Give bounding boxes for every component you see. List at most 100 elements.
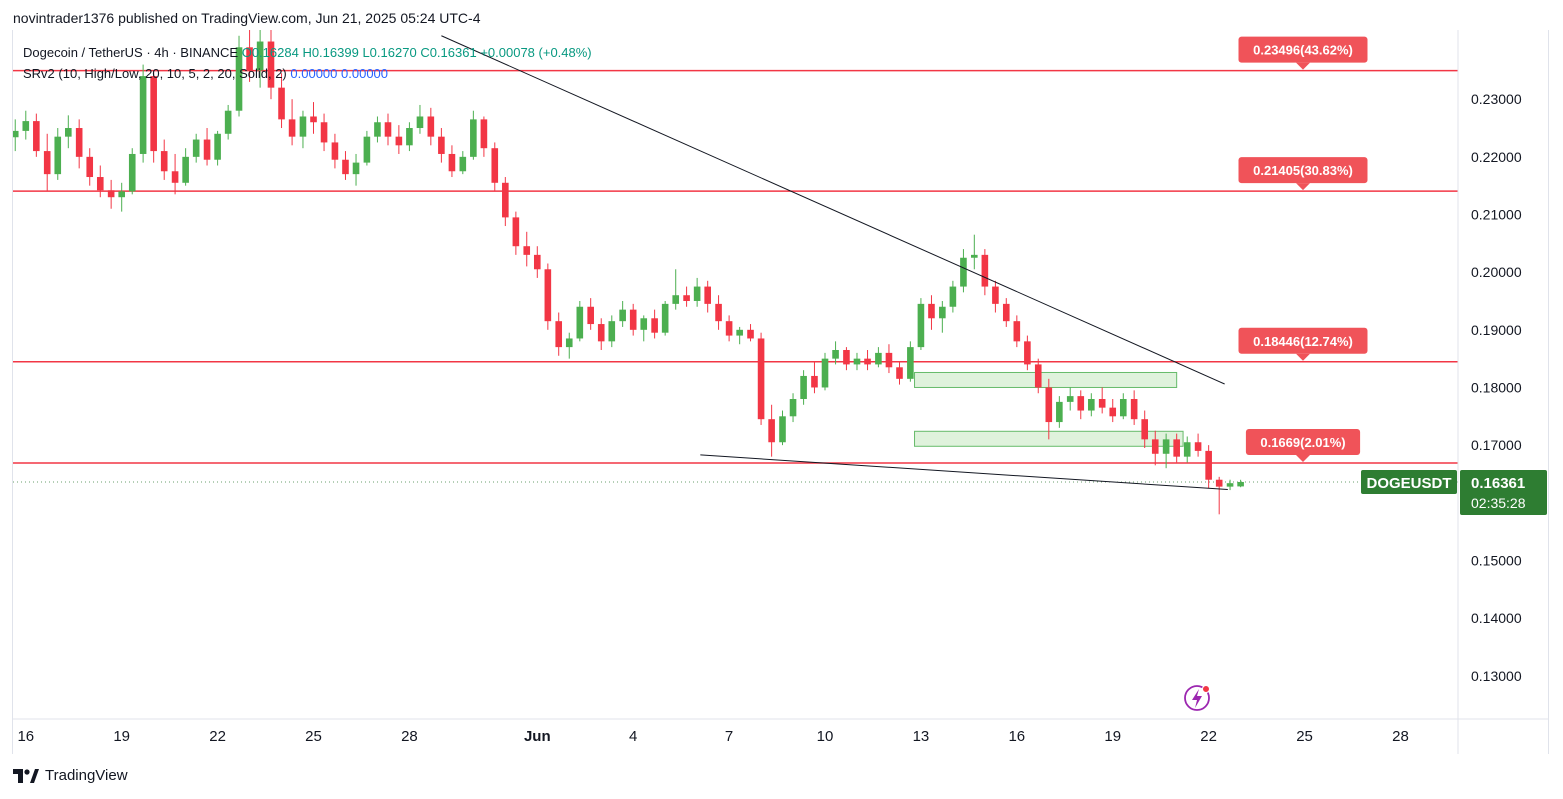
- candle-up: [182, 156, 189, 183]
- lightning-icon[interactable]: [1184, 685, 1210, 711]
- candle-up: [459, 156, 467, 172]
- y-tick-label: 0.13000: [1471, 668, 1522, 684]
- candle-down: [811, 375, 818, 388]
- candle-down: [448, 153, 456, 172]
- level-label-4: 0.1669(2.01%): [1245, 429, 1361, 463]
- candle-up: [693, 286, 701, 301]
- candle-up: [565, 338, 573, 348]
- candle-up: [1088, 399, 1095, 411]
- price-tag-countdown: 02:35:28: [1471, 495, 1526, 511]
- x-tick-label: 28: [1392, 728, 1409, 745]
- candle-up: [1162, 439, 1170, 454]
- candle-down: [651, 318, 658, 333]
- candle-up: [853, 358, 861, 365]
- candle-down: [86, 156, 94, 178]
- candle-down: [896, 367, 903, 379]
- candle-down: [320, 122, 328, 143]
- candle-down: [597, 324, 605, 342]
- candle-down: [885, 352, 893, 368]
- symbol-tag: DOGEUSDT: [1361, 469, 1457, 494]
- candle-down: [1173, 439, 1180, 457]
- candle-down: [629, 309, 637, 330]
- candle-down: [288, 119, 296, 137]
- y-tick-label: 0.21000: [1471, 207, 1522, 223]
- candle-up: [118, 191, 125, 198]
- x-tick-label: 28: [401, 728, 418, 745]
- candle-down: [150, 76, 157, 152]
- low-value: L0.16270: [362, 45, 417, 60]
- price-tag-box: [1460, 469, 1547, 515]
- candle-down: [533, 254, 541, 270]
- y-tick-label: 0.22000: [1471, 149, 1522, 165]
- candle-down: [992, 286, 999, 304]
- candle-up: [139, 76, 147, 154]
- symbol-name: Dogecoin / TetherUS · 4h · BINANCE: [23, 45, 239, 60]
- level-label-box: [1245, 429, 1361, 456]
- candle-up: [875, 352, 882, 365]
- high-value: H0.16399: [302, 45, 359, 60]
- level-label-text: 0.18446(12.74%): [1253, 334, 1353, 349]
- candle-down: [33, 121, 40, 152]
- price-tag: 0.16361 02:35:28: [1460, 469, 1547, 515]
- candle-up: [352, 162, 360, 175]
- level-label-text: 0.23496(43.62%): [1253, 43, 1353, 58]
- indicator-legend[interactable]: SRv2 (10, High/Low, 20, 10, 5, 2, 20, So…: [23, 66, 388, 81]
- symbol-tag-box: [1361, 469, 1457, 494]
- footer-brand[interactable]: TradingView: [13, 767, 128, 784]
- level-label-box: [1238, 327, 1368, 354]
- candle-down: [1077, 396, 1085, 411]
- level-label-3: 0.18446(12.74%): [1238, 327, 1368, 361]
- level-label-pointer: [1296, 183, 1310, 191]
- candle-down: [715, 303, 722, 322]
- candle-down: [384, 122, 392, 137]
- candle-up: [800, 375, 807, 400]
- candle-up: [672, 295, 680, 304]
- candle-up: [661, 303, 669, 333]
- level-label-pointer: [1296, 353, 1310, 361]
- indicator-name: SRv2 (10, High/Low, 20, 10, 5, 2, 20, So…: [23, 66, 287, 81]
- candle-down: [1013, 321, 1021, 342]
- x-tick-label: 16: [1008, 728, 1025, 745]
- candle-down: [502, 182, 509, 218]
- candle-up: [416, 116, 424, 129]
- open-value: O0.16284: [241, 45, 299, 60]
- candle-down: [96, 177, 104, 191]
- candle-up: [54, 136, 62, 175]
- lightning-icon-ring: [1184, 685, 1210, 711]
- candle-up: [470, 119, 477, 157]
- candle-down: [512, 217, 520, 247]
- candle-up: [1056, 401, 1063, 423]
- candle-down: [203, 139, 211, 160]
- candle-up: [128, 153, 136, 192]
- candle-up: [224, 110, 232, 134]
- x-tick-label: 22: [1200, 728, 1217, 745]
- candle-up: [960, 257, 967, 287]
- candle-up: [619, 309, 626, 322]
- candle-up: [374, 122, 381, 137]
- candle-down: [491, 148, 499, 183]
- candle-up: [214, 133, 221, 160]
- x-tick-label: 16: [17, 728, 34, 745]
- x-tick-label: 10: [817, 728, 834, 745]
- y-tick-label: 0.23000: [1471, 91, 1522, 107]
- candle-down: [704, 286, 711, 304]
- candle-up: [1119, 399, 1127, 417]
- candle-up: [13, 130, 19, 138]
- candle-up: [235, 47, 243, 111]
- candle-down: [438, 136, 445, 154]
- close-value: C0.16361: [420, 45, 477, 60]
- candle-down: [171, 171, 179, 183]
- candle-down: [107, 190, 115, 198]
- y-tick-label: 0.19000: [1471, 322, 1522, 338]
- candle-down: [1002, 303, 1010, 322]
- candle-up: [971, 254, 978, 258]
- candle-down: [523, 246, 531, 255]
- candle-down: [1194, 442, 1202, 451]
- price-tag-value: 0.16361: [1471, 475, 1525, 492]
- candle-up: [256, 41, 264, 71]
- x-tick-label: 25: [1296, 728, 1313, 745]
- candle-down: [1151, 439, 1159, 454]
- candle-down: [544, 269, 552, 322]
- candle-up: [1237, 481, 1244, 487]
